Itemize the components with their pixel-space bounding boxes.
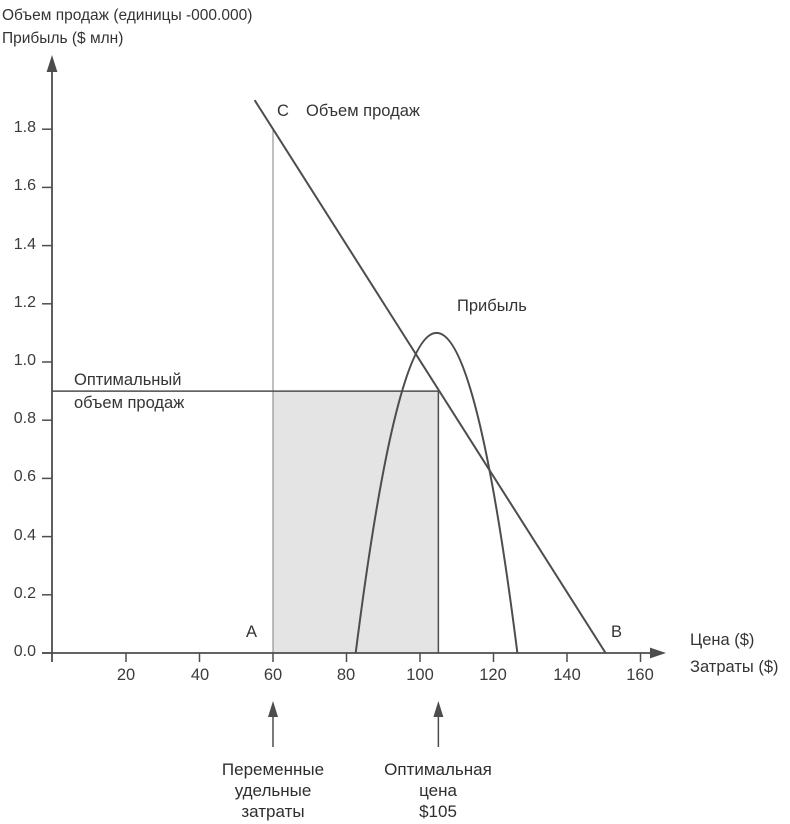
variable-cost-line-3: затраты xyxy=(241,802,305,821)
optimal-volume-label-line-1: Оптимальный xyxy=(74,371,182,389)
profit-curve xyxy=(354,332,519,654)
sales-volume-line xyxy=(253,99,607,654)
sales-volume-line-label: Объем продаж xyxy=(306,102,420,120)
x-tick-label: 160 xyxy=(626,666,654,684)
y-tick-label: 1.6 xyxy=(13,177,36,194)
optimal-price-annotation: Оптимальная цена $105 xyxy=(353,759,523,822)
y-tick-label: 1.4 xyxy=(13,236,36,253)
optimal-price-arrowhead-icon xyxy=(433,701,444,717)
y-tick-label: 0.4 xyxy=(13,527,36,544)
x-axis-label-price: Цена ($) xyxy=(690,631,755,649)
point-a-label: A xyxy=(246,623,258,641)
optimal-revenue-region xyxy=(273,391,439,653)
x-axis-arrowhead xyxy=(650,647,666,659)
variable-cost-arrowhead-icon xyxy=(268,701,278,717)
optimal-price-line-1: Оптимальная xyxy=(384,760,492,779)
y-tick-label: 0.2 xyxy=(13,585,36,602)
x-tick-label: 140 xyxy=(553,666,581,684)
y-tick-label: 0.8 xyxy=(13,410,36,427)
chart-title: Объем продаж (единицы -000.000) Прибыль … xyxy=(2,4,252,50)
y-tick-label: 1.2 xyxy=(13,294,36,311)
y-tick-label: 0.6 xyxy=(13,468,36,485)
x-tick-label: 20 xyxy=(116,666,136,684)
optimal-volume-label-line-2: объем продаж xyxy=(74,394,185,412)
y-axis-arrowhead xyxy=(46,55,58,72)
variable-cost-line-1: Переменные xyxy=(221,760,325,779)
variable-cost-line-2: удельные xyxy=(234,781,312,800)
point-c-label: C xyxy=(277,102,289,120)
variable-unit-cost-annotation: Переменные удельные затраты xyxy=(188,759,358,822)
x-axis-label-cost: Затраты ($) xyxy=(690,658,779,676)
x-tick-label: 80 xyxy=(336,666,356,684)
optimal-price-line-2: цена xyxy=(419,781,457,800)
x-tick-label: 60 xyxy=(263,666,283,684)
y-tick-label: 1.8 xyxy=(13,119,36,136)
title-line-1: Объем продаж (единицы -000.000) xyxy=(2,7,253,24)
point-b-label: B xyxy=(611,623,623,641)
title-line-2: Прибыль ($ млн) xyxy=(2,30,124,47)
y-tick-label: 0.0 xyxy=(13,643,36,660)
x-tick-label: 40 xyxy=(190,666,210,684)
y-tick-label: 1.0 xyxy=(13,352,36,369)
optimal-volume-label: Оптимальный объем продаж xyxy=(74,369,184,415)
optimal-price-line-3: $105 xyxy=(419,802,457,821)
x-tick-label: 100 xyxy=(406,666,434,684)
profit-curve-label: Прибыль xyxy=(457,297,527,315)
x-tick-label: 120 xyxy=(479,666,507,684)
